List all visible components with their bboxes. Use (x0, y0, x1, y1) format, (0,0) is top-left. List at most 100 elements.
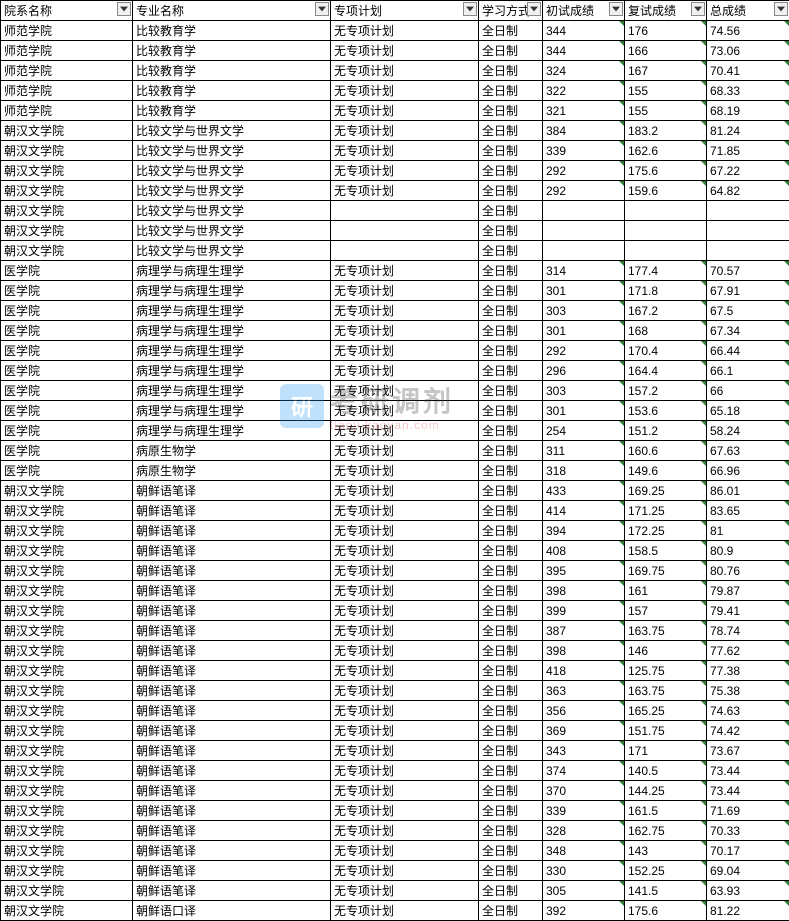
table-cell: 病理学与病理生理学 (133, 341, 331, 361)
table-cell: 无专项计划 (331, 741, 479, 761)
table-cell: 无专项计划 (331, 821, 479, 841)
table-cell: 398 (543, 641, 625, 661)
table-cell: 全日制 (479, 861, 543, 881)
table-cell: 67.5 (707, 301, 789, 321)
table-row: 朝汉文学院朝鲜语笔译无专项计划全日制356165.2574.63 (1, 701, 789, 721)
table-cell: 全日制 (479, 541, 543, 561)
table-cell: 朝汉文学院 (1, 241, 133, 261)
table-row: 医学院病理学与病理生理学无专项计划全日制303167.267.5 (1, 301, 789, 321)
table-cell: 朝汉文学院 (1, 541, 133, 561)
table-cell: 全日制 (479, 361, 543, 381)
table-cell: 无专项计划 (331, 281, 479, 301)
table-cell: 321 (543, 101, 625, 121)
table-cell: 183.2 (625, 121, 707, 141)
table-cell: 无专项计划 (331, 541, 479, 561)
table-cell: 无专项计划 (331, 721, 479, 741)
table-cell: 78.74 (707, 621, 789, 641)
table-row: 朝汉文学院朝鲜语笔译无专项计划全日制387163.7578.74 (1, 621, 789, 641)
table-cell: 全日制 (479, 181, 543, 201)
table-cell: 无专项计划 (331, 141, 479, 161)
table-cell: 171.25 (625, 501, 707, 521)
table-cell: 348 (543, 841, 625, 861)
table-row: 医学院病理学与病理生理学无专项计划全日制292170.466.44 (1, 341, 789, 361)
table-cell: 157.2 (625, 381, 707, 401)
table-cell: 比较文学与世界文学 (133, 141, 331, 161)
table-cell: 全日制 (479, 881, 543, 901)
table-cell: 64.82 (707, 181, 789, 201)
table-row: 朝汉文学院朝鲜语笔译无专项计划全日制418125.7577.38 (1, 661, 789, 681)
table-cell: 朝汉文学院 (1, 641, 133, 661)
table-cell (625, 241, 707, 261)
table-cell: 140.5 (625, 761, 707, 781)
table-cell: 朝鲜语笔译 (133, 601, 331, 621)
table-cell: 朝汉文学院 (1, 501, 133, 521)
table-cell: 无专项计划 (331, 881, 479, 901)
table-cell: 无专项计划 (331, 501, 479, 521)
table-cell: 病理学与病理生理学 (133, 381, 331, 401)
table-cell: 朝鲜语笔译 (133, 621, 331, 641)
table-row: 朝汉文学院朝鲜语笔译无专项计划全日制363163.7575.38 (1, 681, 789, 701)
table-cell: 67.63 (707, 441, 789, 461)
table-cell: 301 (543, 281, 625, 301)
table-cell: 无专项计划 (331, 841, 479, 861)
table-cell: 无专项计划 (331, 621, 479, 641)
table-cell: 朝鲜语笔译 (133, 861, 331, 881)
table-cell: 朝汉文学院 (1, 221, 133, 241)
table-cell: 160.6 (625, 441, 707, 461)
table-cell: 无专项计划 (331, 421, 479, 441)
table-cell: 67.34 (707, 321, 789, 341)
table-cell: 无专项计划 (331, 121, 479, 141)
table-cell: 朝汉文学院 (1, 881, 133, 901)
table-row: 朝汉文学院朝鲜语笔译无专项计划全日制34814370.17 (1, 841, 789, 861)
table-row: 朝汉文学院朝鲜语笔译无专项计划全日制408158.580.9 (1, 541, 789, 561)
filter-dropdown-icon[interactable] (315, 2, 329, 16)
table-cell: 324 (543, 61, 625, 81)
table-cell: 172.25 (625, 521, 707, 541)
table-cell: 254 (543, 421, 625, 441)
table-cell: 比较教育学 (133, 81, 331, 101)
table-cell: 全日制 (479, 381, 543, 401)
column-header: 总成绩 (707, 1, 789, 21)
table-cell: 全日制 (479, 161, 543, 181)
table-cell: 全日制 (479, 621, 543, 641)
table-cell: 全日制 (479, 21, 543, 41)
filter-dropdown-icon[interactable] (691, 2, 705, 16)
table-cell: 全日制 (479, 761, 543, 781)
table-cell: 朝鲜语笔译 (133, 541, 331, 561)
filter-dropdown-icon[interactable] (609, 2, 623, 16)
table-cell: 81 (707, 521, 789, 541)
table-cell: 朝汉文学院 (1, 141, 133, 161)
table-cell: 152.25 (625, 861, 707, 881)
table-cell: 339 (543, 801, 625, 821)
table-row: 医学院病理学与病理生理学无专项计划全日制301171.867.91 (1, 281, 789, 301)
table-cell: 161.5 (625, 801, 707, 821)
table-cell: 病理学与病理生理学 (133, 301, 331, 321)
table-row: 朝汉文学院朝鲜语笔译无专项计划全日制39816179.87 (1, 581, 789, 601)
table-header-row: 院系名称专业名称专项计划学习方式初试成绩复试成绩总成绩 (1, 1, 789, 21)
table-cell: 395 (543, 561, 625, 581)
table-cell: 384 (543, 121, 625, 141)
table-cell: 无专项计划 (331, 261, 479, 281)
table-cell: 370 (543, 781, 625, 801)
table-cell: 无专项计划 (331, 401, 479, 421)
table-cell: 363 (543, 681, 625, 701)
column-header: 学习方式 (479, 1, 543, 21)
table-cell: 全日制 (479, 581, 543, 601)
filter-dropdown-icon[interactable] (527, 2, 541, 16)
column-header-label: 专业名称 (136, 4, 184, 18)
filter-dropdown-icon[interactable] (117, 2, 131, 16)
table-cell: 无专项计划 (331, 81, 479, 101)
table-cell: 朝汉文学院 (1, 621, 133, 641)
table-row: 朝汉文学院比较文学与世界文学无专项计划全日制292159.664.82 (1, 181, 789, 201)
table-cell: 朝鲜语笔译 (133, 481, 331, 501)
table-row: 医学院病理学与病理生理学无专项计划全日制254151.258.24 (1, 421, 789, 441)
table-cell: 朝汉文学院 (1, 561, 133, 581)
table-cell: 163.75 (625, 621, 707, 641)
table-cell: 74.63 (707, 701, 789, 721)
table-cell: 322 (543, 81, 625, 101)
table-row: 朝汉文学院比较文学与世界文学无专项计划全日制339162.671.85 (1, 141, 789, 161)
table-cell: 朝汉文学院 (1, 601, 133, 621)
table-cell: 无专项计划 (331, 681, 479, 701)
filter-dropdown-icon[interactable] (774, 2, 788, 16)
filter-dropdown-icon[interactable] (463, 2, 477, 16)
